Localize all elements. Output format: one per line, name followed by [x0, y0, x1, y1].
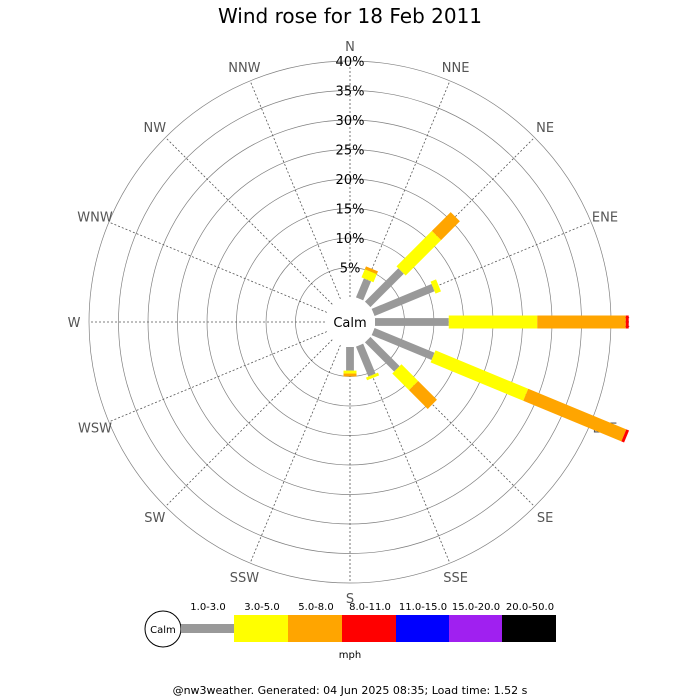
bar-ESE-1.0-3.0 [371, 327, 435, 361]
legend-swatch-8.0-11.0 [342, 615, 396, 642]
legend-label: 20.0-50.0 [506, 602, 554, 613]
direction-label: WNW [77, 210, 113, 225]
spoke-line [367, 339, 535, 507]
spoke-line [359, 80, 451, 300]
bar-ESE-8.0-11.0 [621, 429, 630, 443]
footer-text: @nw3weather. Generated: 04 Jun 2025 08:3… [172, 684, 528, 697]
spoke-line [108, 331, 328, 423]
calm-label: Calm [333, 316, 366, 331]
direction-label: ENE [592, 210, 618, 225]
bar-SSE-3.0-5.0 [365, 372, 380, 381]
direction-label: SSE [443, 571, 468, 586]
bar-NE-3.0-5.0 [396, 230, 442, 276]
spoke-line [249, 344, 341, 564]
bar-SSE-1.0-3.0 [355, 343, 376, 377]
bar-NNE-1.0-3.0 [355, 278, 372, 301]
direction-label: SE [537, 511, 553, 526]
legend-swatch-1.0-3.0 [181, 624, 234, 633]
spoke-line [165, 137, 333, 305]
bar-NNE-3.0-5.0 [361, 269, 377, 283]
legend-label: 11.0-15.0 [399, 602, 447, 613]
legend-label: 15.0-20.0 [452, 602, 500, 613]
bar-E-5.0-8.0 [537, 315, 626, 329]
legend-swatch-15.0-20.0 [449, 615, 502, 642]
bar-SE-3.0-5.0 [392, 364, 419, 391]
direction-label: NW [144, 121, 167, 136]
radial-tick-label: 5% [340, 262, 361, 277]
bar-NNE-5.0-8.0 [364, 266, 378, 275]
direction-label: NE [536, 121, 554, 136]
radial-tick-label: 30% [336, 114, 365, 129]
calm-circle [325, 297, 375, 347]
bar-E-8.0-11.0 [625, 315, 629, 329]
bar-NE-5.0-8.0 [431, 212, 460, 241]
spoke-line [372, 221, 592, 313]
spoke-line [249, 80, 341, 300]
radial-tick-label: 35% [336, 85, 365, 100]
legend-label: 3.0-5.0 [244, 602, 279, 613]
chart-title: Wind rose for 18 Feb 2011 [217, 4, 483, 28]
bar-NE-1.0-3.0 [364, 268, 404, 308]
radial-tick-label: 15% [336, 203, 365, 218]
bar-ENE-3.0-5.0 [430, 279, 441, 294]
bar-E-1.0-3.0 [375, 318, 449, 326]
spoke-line [165, 339, 333, 507]
direction-label: SSW [230, 571, 260, 586]
bar-SE-1.0-3.0 [364, 336, 400, 372]
direction-label: NNE [442, 61, 470, 76]
radial-tick-label: 25% [336, 144, 365, 159]
legend-swatch-5.0-8.0 [288, 615, 342, 642]
spoke-line [108, 221, 328, 313]
bar-E-3.0-5.0 [448, 315, 538, 329]
direction-label: S [346, 592, 354, 607]
legend-unit-label: mph [339, 650, 361, 661]
bar-SE-5.0-8.0 [408, 380, 437, 409]
bar-ENE-1.0-3.0 [371, 283, 435, 317]
legend-label: 1.0-3.0 [190, 602, 225, 613]
spoke-line [359, 344, 451, 564]
radial-tick-label: 40% [336, 55, 365, 70]
legend-swatch-20.0-50.0 [502, 615, 556, 642]
legend-swatch-11.0-15.0 [396, 615, 449, 642]
direction-label: N [345, 40, 355, 55]
bar-S-5.0-8.0 [343, 373, 357, 377]
bar-S-3.0-5.0 [343, 370, 357, 374]
legend-label: 8.0-11.0 [349, 602, 391, 613]
direction-label: NNW [228, 61, 260, 76]
legend-calm-label: Calm [150, 625, 176, 636]
legend-swatch-3.0-5.0 [234, 615, 288, 642]
bar-ESE-5.0-8.0 [523, 388, 627, 442]
radial-tick-label: 20% [336, 173, 365, 188]
direction-label: WSW [78, 422, 112, 437]
direction-label: W [68, 316, 81, 331]
radial-tick-label: 10% [336, 232, 365, 247]
direction-label: SW [144, 511, 165, 526]
bar-S-1.0-3.0 [346, 347, 354, 371]
legend-label: 5.0-8.0 [298, 602, 333, 613]
bar-ESE-3.0-5.0 [430, 350, 529, 401]
